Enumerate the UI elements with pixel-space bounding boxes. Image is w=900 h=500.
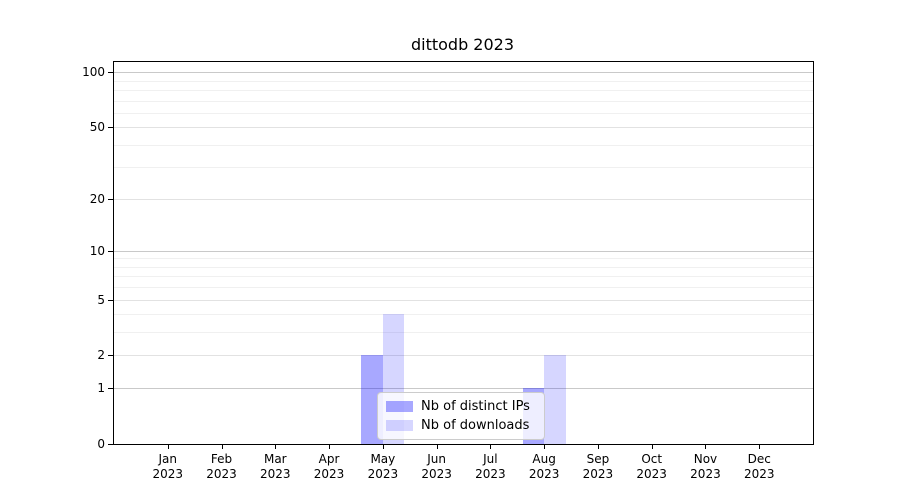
major-gridline — [114, 388, 813, 390]
x-tick — [436, 445, 438, 449]
legend-item-downloads: Nb of downloads — [386, 418, 536, 434]
minor-gridline — [114, 89, 813, 91]
legend-swatch-distinct-ips — [386, 401, 413, 412]
x-tick-label: Nov 2023 — [690, 452, 721, 481]
minor-gridline — [114, 258, 813, 260]
minor-gridline — [114, 80, 813, 82]
x-tick-label: Mar 2023 — [260, 452, 291, 481]
major-gridline — [114, 72, 813, 74]
y-tick-label: 1 — [97, 381, 105, 396]
x-tick-label: Dec 2023 — [743, 452, 775, 481]
legend-item-distinct-ips: Nb of distinct IPs — [386, 399, 536, 415]
chart-title: dittodb 2023 — [410, 35, 515, 54]
plot-area — [113, 61, 814, 445]
x-tick — [490, 445, 492, 449]
y-tick — [108, 355, 113, 357]
major-gridline — [114, 198, 813, 200]
legend: Nb of distinct IPs Nb of downloads — [377, 392, 545, 440]
bar-downloads-aug — [544, 355, 566, 444]
x-tick — [167, 445, 169, 449]
major-gridline — [114, 355, 813, 357]
minor-gridline — [114, 287, 813, 289]
x-tick-label: Oct 2023 — [636, 452, 667, 481]
x-tick — [329, 445, 331, 449]
y-tick-label: 20 — [89, 191, 105, 206]
minor-gridline — [114, 144, 813, 146]
minor-gridline — [114, 266, 813, 268]
minor-gridline — [114, 332, 813, 334]
minor-gridline — [114, 276, 813, 278]
y-tick — [108, 250, 113, 252]
y-tick — [108, 198, 113, 200]
y-tick — [108, 388, 113, 390]
major-gridline — [114, 250, 813, 252]
x-tick — [705, 445, 707, 449]
y-tick-label: 100 — [82, 65, 105, 80]
x-tick-label: May 2023 — [367, 452, 399, 481]
x-tick-label: Feb 2023 — [206, 452, 237, 481]
legend-label-downloads: Nb of downloads — [421, 417, 530, 433]
x-tick — [544, 445, 546, 449]
major-gridline — [114, 127, 813, 129]
x-tick — [759, 445, 761, 449]
x-tick-label: Apr 2023 — [313, 452, 345, 481]
x-tick — [651, 445, 653, 449]
y-tick-label: 0 — [97, 437, 105, 451]
x-tick — [382, 445, 384, 449]
x-tick-label: Jan 2023 — [152, 452, 184, 481]
minor-gridline — [114, 167, 813, 169]
y-tick — [108, 72, 113, 74]
y-tick-label: 50 — [89, 120, 105, 135]
y-tick — [108, 444, 113, 445]
y-tick — [108, 127, 113, 129]
minor-gridline — [114, 112, 813, 114]
minor-gridline — [114, 314, 813, 316]
x-tick-label: Jul 2023 — [475, 452, 506, 481]
y-tick-label: 5 — [97, 292, 105, 307]
x-tick-label: Sep 2023 — [582, 452, 614, 481]
y-tick-label: 2 — [97, 348, 105, 363]
x-tick — [597, 445, 599, 449]
y-tick-label: 10 — [89, 243, 105, 258]
legend-swatch-downloads — [386, 420, 413, 431]
legend-label-distinct-ips: Nb of distinct IPs — [421, 398, 530, 414]
x-tick-label: Jun 2023 — [421, 452, 452, 481]
x-tick — [221, 445, 223, 449]
major-gridline — [114, 299, 813, 301]
x-tick-label: Aug 2023 — [528, 452, 560, 481]
minor-gridline — [114, 100, 813, 102]
x-tick — [275, 445, 277, 449]
y-tick — [108, 299, 113, 301]
